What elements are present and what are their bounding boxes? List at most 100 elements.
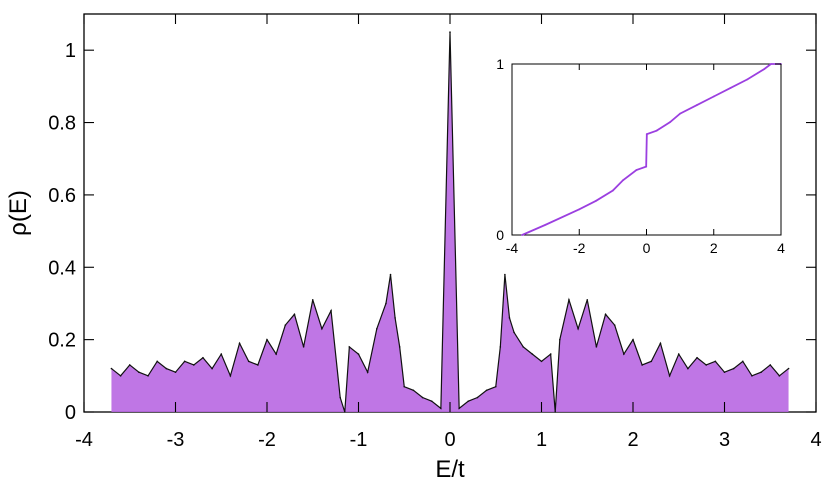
density-point xyxy=(742,360,744,363)
density-point xyxy=(165,367,168,370)
density-point xyxy=(623,353,625,355)
inset-point xyxy=(770,63,772,65)
main-x-tick-label: 4 xyxy=(810,429,821,451)
density-point xyxy=(321,327,323,330)
density-point xyxy=(513,331,515,334)
inset-point xyxy=(712,95,715,98)
density-point xyxy=(586,299,589,301)
density-point xyxy=(211,367,213,370)
main-x-tick-label: -2 xyxy=(258,429,276,451)
main-y-tick-label: 1 xyxy=(65,40,76,62)
density-point xyxy=(156,360,158,363)
inset-x-tick-label: 0 xyxy=(643,240,651,256)
density-point xyxy=(508,317,511,319)
density-point xyxy=(549,353,552,355)
inset-point xyxy=(595,199,597,202)
inset-integrated-density-chart: -4 -2 0 2 4 0 1 xyxy=(496,56,785,256)
density-point xyxy=(641,364,643,366)
density-point xyxy=(238,342,241,345)
density-point xyxy=(257,364,259,366)
density-point xyxy=(613,324,616,326)
density-point xyxy=(760,371,762,374)
density-point xyxy=(531,353,534,355)
density-point xyxy=(330,309,332,312)
inset-point xyxy=(746,78,749,81)
density-point xyxy=(568,299,570,301)
density-point xyxy=(751,375,753,377)
inset-point xyxy=(635,169,638,171)
density-point xyxy=(604,313,607,316)
density-point xyxy=(421,396,424,399)
density-point xyxy=(302,346,305,348)
density-point xyxy=(595,346,598,348)
main-y-tick-label: 0.4 xyxy=(48,257,76,279)
density-point xyxy=(476,396,479,399)
density-point xyxy=(385,302,387,305)
inset-point xyxy=(521,234,523,236)
inset-x-tick-label: -2 xyxy=(573,240,586,256)
density-point xyxy=(348,346,351,348)
inset-x-tick-label: 2 xyxy=(710,240,718,256)
main-y-tick-label: 0 xyxy=(65,402,76,424)
density-point xyxy=(458,407,460,410)
density-point xyxy=(668,375,671,377)
density-point xyxy=(398,346,401,348)
density-point xyxy=(559,338,561,341)
density-point xyxy=(499,346,502,348)
main-y-tick-label: 0.2 xyxy=(48,330,76,352)
inset-point xyxy=(669,121,671,124)
density-point xyxy=(229,375,232,377)
density-point xyxy=(705,364,707,366)
density-point xyxy=(293,313,296,316)
density-point xyxy=(339,396,342,399)
density-point xyxy=(366,371,369,374)
main-y-tick-label: 0.6 xyxy=(48,185,76,207)
density-point xyxy=(389,273,392,276)
density-point xyxy=(650,360,653,363)
density-point xyxy=(403,385,406,388)
density-point xyxy=(202,356,204,359)
inset-point xyxy=(729,87,732,89)
main-density-chart: -4 -3 -2 -1 0 1 2 3 4 0 0.2 0.4 0.6 0.8 1 xyxy=(48,13,822,451)
density-point xyxy=(504,273,506,276)
density-point xyxy=(128,364,131,366)
density-point xyxy=(394,317,396,319)
density-point xyxy=(275,353,277,355)
density-point xyxy=(311,299,314,301)
density-point xyxy=(266,338,268,341)
density-point xyxy=(110,367,113,370)
inset-y-tick-label: 1 xyxy=(496,56,504,72)
density-point xyxy=(696,356,698,359)
inset-point xyxy=(611,189,614,192)
main-x-tick-label: -4 xyxy=(75,429,93,451)
inset-y-tick-label: 0 xyxy=(496,227,504,243)
inset-point xyxy=(696,104,698,106)
inset-point xyxy=(578,208,581,211)
density-point xyxy=(659,342,662,345)
density-point xyxy=(677,353,680,355)
density-point xyxy=(687,367,689,370)
inset-point xyxy=(763,68,766,71)
density-point xyxy=(193,364,195,366)
density-point xyxy=(119,375,122,377)
density-point xyxy=(220,353,223,355)
inset-point xyxy=(655,129,658,132)
main-x-tick-label: 0 xyxy=(444,429,455,451)
density-point xyxy=(183,360,186,363)
density-point xyxy=(247,360,250,363)
density-point xyxy=(522,346,524,348)
inset-point xyxy=(622,179,624,182)
density-point xyxy=(732,367,735,370)
main-x-tick-label: -1 xyxy=(350,429,368,451)
density-point xyxy=(723,371,726,374)
density-point xyxy=(147,375,149,377)
main-x-tick-label: 2 xyxy=(627,429,638,451)
main-x-tick-label: -3 xyxy=(167,429,185,451)
inset-point xyxy=(544,223,547,226)
density-point xyxy=(540,360,543,363)
inset-x-tick-label: 4 xyxy=(777,240,785,256)
density-point xyxy=(174,371,177,374)
inset-point xyxy=(645,133,648,136)
density-area-fill xyxy=(111,32,789,412)
